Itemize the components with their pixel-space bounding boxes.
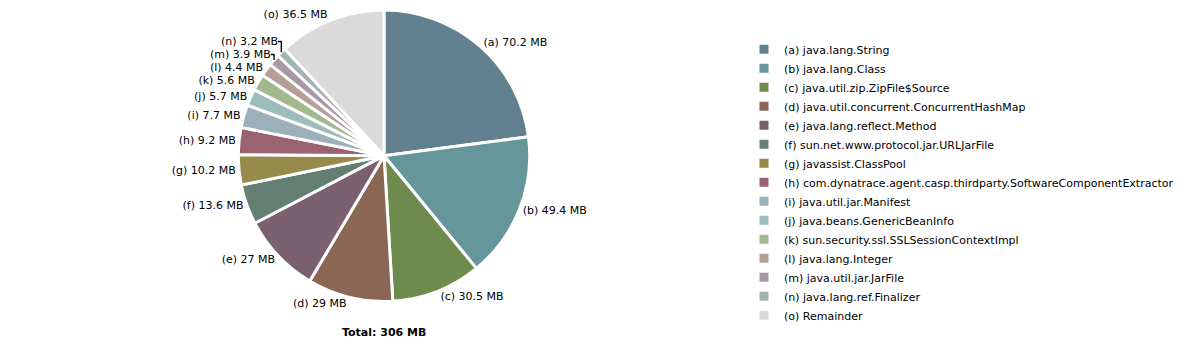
svg-text:(m) 3.9 MB: (m) 3.9 MB <box>210 48 271 61</box>
svg-text:(n) java.lang.ref.Finalizer: (n) java.lang.ref.Finalizer <box>784 291 920 304</box>
svg-text:(l) java.lang.Integer: (l) java.lang.Integer <box>784 253 893 266</box>
svg-text:(d) 29 MB: (d) 29 MB <box>293 297 347 310</box>
svg-text:(j) 5.7 MB: (j) 5.7 MB <box>194 90 247 103</box>
svg-text:(l) 4.4 MB: (l) 4.4 MB <box>210 61 263 74</box>
svg-text:(j) java.beans.GenericBeanInfo: (j) java.beans.GenericBeanInfo <box>784 215 954 228</box>
svg-text:(g) 10.2 MB: (g) 10.2 MB <box>172 164 236 177</box>
svg-text:(f) 13.6 MB: (f) 13.6 MB <box>183 199 244 212</box>
svg-text:(b) 49.4 MB: (b) 49.4 MB <box>523 204 587 217</box>
svg-text:(e) java.lang.reflect.Method: (e) java.lang.reflect.Method <box>784 120 937 133</box>
svg-text:(c) 30.5 MB: (c) 30.5 MB <box>440 290 503 303</box>
svg-text:(c) java.util.zip.ZipFile$Sour: (c) java.util.zip.ZipFile$Source <box>784 82 950 95</box>
svg-text:(h) 9.2 MB: (h) 9.2 MB <box>179 134 236 147</box>
svg-text:(i) 7.7 MB: (i) 7.7 MB <box>187 109 240 122</box>
svg-text:(k) 5.6 MB: (k) 5.6 MB <box>198 74 254 87</box>
svg-text:(b) java.lang.Class: (b) java.lang.Class <box>784 63 886 76</box>
svg-text:(h) com.dynatrace.agent.casp.t: (h) com.dynatrace.agent.casp.thirdparty.… <box>784 177 1174 190</box>
svg-text:(a) 70.2 MB: (a) 70.2 MB <box>483 36 547 49</box>
svg-text:(a) java.lang.String: (a) java.lang.String <box>784 44 889 57</box>
svg-text:(i) java.util.jar.Manifest: (i) java.util.jar.Manifest <box>784 196 911 209</box>
svg-text:(e) 27 MB: (e) 27 MB <box>222 253 275 266</box>
svg-text:(g) javassist.ClassPool: (g) javassist.ClassPool <box>784 158 906 171</box>
svg-text:Total: 306 MB: Total: 306 MB <box>342 326 426 339</box>
svg-text:(o) 36.5 MB: (o) 36.5 MB <box>264 8 328 21</box>
svg-text:(k) sun.security.ssl.SSLSessio: (k) sun.security.ssl.SSLSessionContextIm… <box>784 234 1019 247</box>
svg-text:(o) Remainder: (o) Remainder <box>784 310 863 323</box>
svg-text:(d) java.util.concurrent.Concu: (d) java.util.concurrent.ConcurrentHashM… <box>784 101 1025 114</box>
svg-text:(f) sun.net.www.protocol.jar.U: (f) sun.net.www.protocol.jar.URLJarFile <box>784 139 994 152</box>
svg-text:(m) java.util.jar.JarFile: (m) java.util.jar.JarFile <box>784 272 904 285</box>
svg-text:(n) 3.2 MB: (n) 3.2 MB <box>221 35 278 48</box>
